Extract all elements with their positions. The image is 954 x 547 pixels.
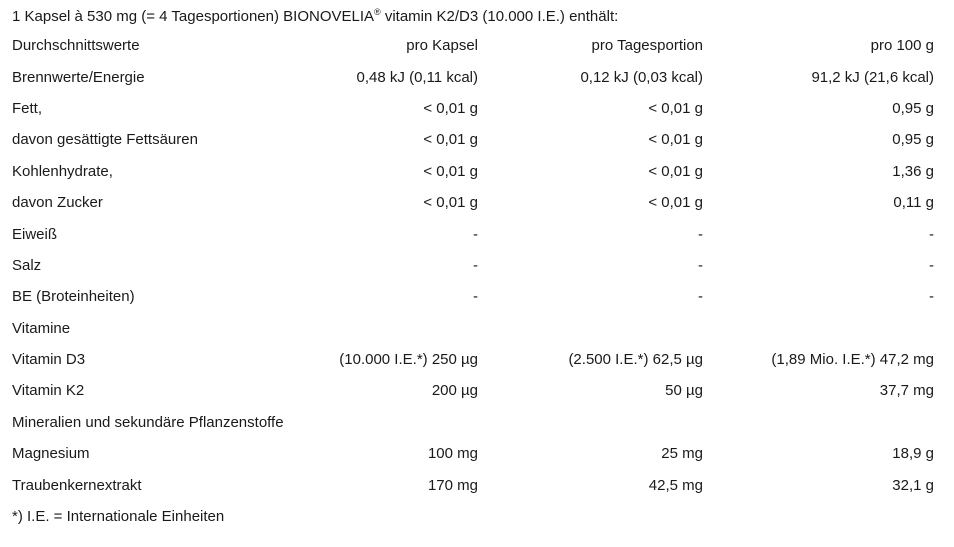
value-pro-tagesportion: < 0,01 g — [648, 162, 703, 180]
value-pro-tagesportion: < 0,01 g — [648, 194, 703, 212]
table-title: 1 Kapsel à 530 mg (= 4 Tagesportionen) B… — [0, 0, 954, 27]
title-text-pre: 1 Kapsel à 530 mg (= 4 Tagesportionen) B… — [12, 8, 375, 25]
row-label: Eiweiß — [12, 225, 58, 243]
value-pro-tagesportion: < 0,01 g — [648, 131, 703, 149]
row-label: BE (Broteinheiten) — [12, 288, 135, 306]
col-header-averages: Durchschnittswerte — [12, 37, 140, 55]
value-pro-100g: 32,1 g — [892, 476, 934, 494]
value-pro-kapsel: 0,48 kJ (0,11 kcal) — [356, 68, 478, 86]
value-pro-tagesportion: - — [698, 256, 703, 274]
value-pro-100g: 0,95 g — [892, 99, 934, 117]
row-label: davon gesättigte Fettsäuren — [12, 131, 198, 149]
value-pro-kapsel: - — [473, 256, 478, 274]
value-pro-kapsel: 100 mg — [427, 445, 478, 463]
value-pro-100g: 1,36 g — [892, 162, 934, 180]
value-pro-kapsel: - — [473, 225, 478, 243]
value-pro-kapsel: < 0,01 g — [423, 194, 478, 212]
value-pro-100g: 0,95 g — [892, 131, 934, 149]
value-pro-100g: 18,9 g — [892, 445, 934, 463]
value-pro-tagesportion: - — [698, 225, 703, 243]
value-pro-100g: - — [929, 288, 934, 306]
value-pro-100g: - — [929, 256, 934, 274]
value-pro-100g: 91,2 kJ (21,6 kcal) — [811, 68, 934, 86]
value-pro-tagesportion: 42,5 mg — [648, 476, 703, 494]
row-label: Kohlenhydrate, — [12, 162, 113, 180]
col-header-pro-tagesportion: pro Tagesportion — [591, 37, 703, 55]
value-pro-tagesportion: (2.500 I.E.*) 62,5 µg — [568, 351, 703, 369]
row-label: Brennwerte/Energie — [12, 68, 145, 86]
row-label: Fett, — [12, 99, 43, 117]
value-pro-kapsel — [318, 407, 478, 438]
title-text-post: vitamin K2/D3 (10.000 I.E.) enthält: — [380, 8, 619, 25]
value-pro-100g: 0,11 g — [893, 194, 934, 212]
footnote: *) I.E. = Internationale Einheiten — [12, 508, 225, 526]
row-label: davon Zucker — [12, 194, 103, 212]
row-label: Vitamin K2 — [12, 382, 85, 400]
value-pro-tagesportion: 50 µg — [665, 382, 703, 400]
value-pro-100g: (1,89 Mio. I.E.*) 47,2 mg — [771, 351, 934, 369]
row-label: Mineralien und sekundäre Pflanzenstoffe — [12, 413, 284, 431]
value-pro-kapsel: < 0,01 g — [423, 162, 478, 180]
value-pro-kapsel: 200 µg — [431, 382, 478, 400]
value-pro-tagesportion — [478, 407, 703, 438]
row-label: Traubenkernextrakt — [12, 476, 142, 494]
value-pro-kapsel — [318, 313, 478, 344]
value-pro-kapsel: (10.000 I.E.*) 250 µg — [339, 351, 478, 369]
value-pro-tagesportion: 25 mg — [661, 445, 703, 463]
row-label: Salz — [12, 256, 42, 274]
row-label: Vitamine — [12, 319, 71, 337]
value-pro-kapsel: - — [473, 288, 478, 306]
col-header-pro-100g: pro 100 g — [870, 37, 934, 55]
row-label: Magnesium — [12, 445, 90, 463]
value-pro-100g: 37,7 mg — [879, 382, 934, 400]
value-pro-kapsel: < 0,01 g — [423, 99, 478, 117]
col-header-pro-kapsel: pro Kapsel — [406, 37, 478, 55]
value-pro-100g — [703, 313, 934, 344]
value-pro-tagesportion — [478, 313, 703, 344]
registered-trademark-symbol: ® — [374, 7, 381, 17]
value-pro-100g — [703, 407, 934, 438]
value-pro-kapsel: < 0,01 g — [423, 131, 478, 149]
value-pro-tagesportion: - — [698, 288, 703, 306]
value-pro-tagesportion: < 0,01 g — [648, 99, 703, 117]
value-pro-tagesportion: 0,12 kJ (0,03 kcal) — [580, 68, 703, 86]
nutrition-table: Durchschnittswerte pro Kapsel pro Tagesp… — [12, 30, 934, 501]
value-pro-100g: - — [929, 225, 934, 243]
value-pro-kapsel: 170 mg — [427, 476, 478, 494]
row-label: Vitamin D3 — [12, 351, 86, 369]
